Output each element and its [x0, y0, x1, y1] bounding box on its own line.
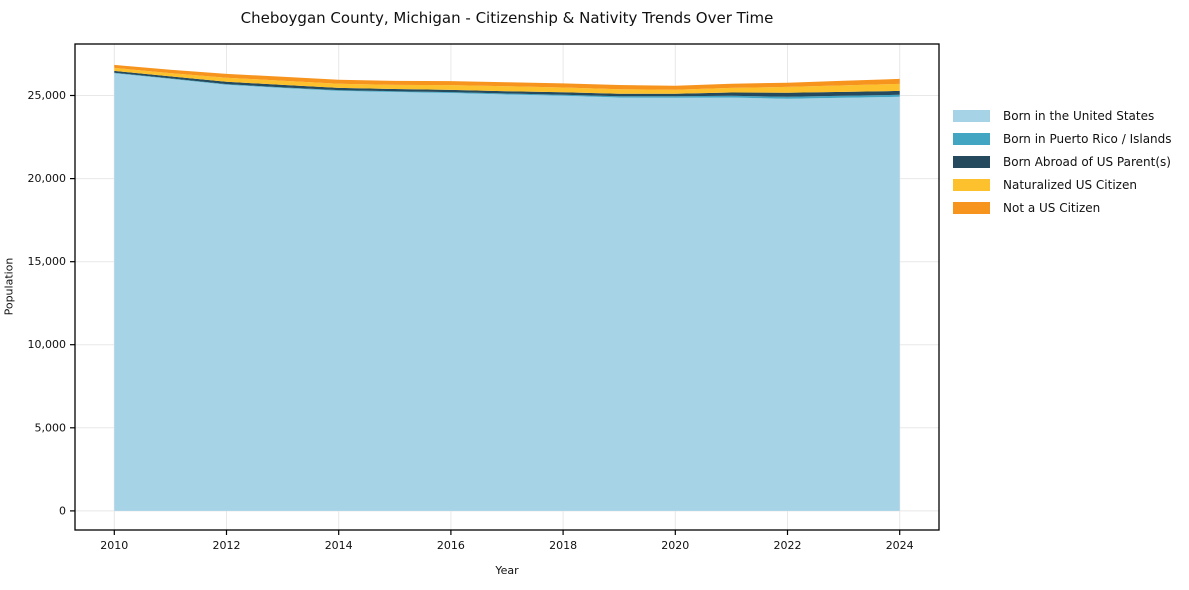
legend-label: Born in Puerto Rico / Islands — [1003, 131, 1172, 146]
legend-item: Born Abroad of US Parent(s) — [953, 150, 1172, 173]
x-tick-label: 2024 — [886, 539, 914, 552]
legend-label: Born Abroad of US Parent(s) — [1003, 154, 1171, 169]
chart-title: Cheboygan County, Michigan - Citizenship… — [240, 9, 774, 27]
y-tick-label: 5,000 — [35, 421, 67, 434]
area-series-2 — [114, 70, 900, 97]
x-tick-label: 2010 — [100, 539, 128, 552]
legend: Born in the United States Born in Puerto … — [953, 104, 1172, 219]
y-tick-label: 25,000 — [28, 89, 67, 102]
y-tick-label: 15,000 — [28, 255, 67, 268]
legend-item: Naturalized US Citizen — [953, 173, 1172, 196]
area-series-3 — [114, 67, 900, 94]
area-series-1 — [114, 72, 900, 99]
y-axis-label: Population — [2, 257, 16, 316]
legend-label: Born in the United States — [1003, 108, 1155, 123]
x-tick-label: 2012 — [213, 539, 241, 552]
x-axis-label: Year — [495, 564, 519, 577]
x-tick-label: 2016 — [437, 539, 465, 552]
y-tick-label: 20,000 — [28, 172, 67, 185]
legend-swatch — [953, 155, 990, 168]
x-tick-label: 2020 — [661, 539, 689, 552]
x-tick-label: 2014 — [325, 539, 353, 552]
x-tick-label: 2018 — [549, 539, 577, 552]
legend-item: Born in the United States — [953, 104, 1172, 127]
y-tick-label: 0 — [59, 504, 66, 517]
legend-swatch — [953, 201, 990, 214]
legend-swatch — [953, 178, 990, 191]
legend-swatch — [953, 109, 990, 122]
area-series-0 — [114, 73, 900, 511]
area-series-4 — [114, 64, 900, 90]
x-tick-label: 2022 — [774, 539, 802, 552]
legend-item: Not a US Citizen — [953, 196, 1172, 219]
plot-border — [74, 43, 940, 531]
legend-item: Born in Puerto Rico / Islands — [953, 127, 1172, 150]
y-tick-label: 10,000 — [28, 338, 67, 351]
legend-swatch — [953, 132, 990, 145]
legend-label: Naturalized US Citizen — [1003, 177, 1137, 192]
legend-label: Not a US Citizen — [1003, 200, 1101, 215]
